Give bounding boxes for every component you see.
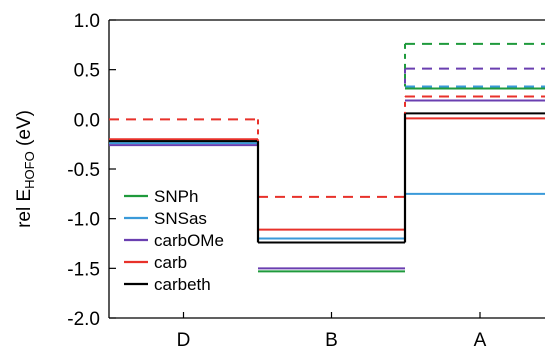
- y-ticks: 1.0 0.5 0.0 -0.5 -1.0 -1.5 -2.0: [67, 11, 116, 330]
- y-tick-label: -1.0: [67, 210, 100, 231]
- energy-levels: [109, 42, 545, 273]
- y-tick-label: 1.0: [74, 11, 100, 32]
- x-tick-label: A: [474, 330, 487, 351]
- y-tick-label: 0.0: [74, 110, 100, 131]
- legend-label-SNPh: SNPh: [154, 187, 198, 206]
- legend-label-SNSas: SNSas: [154, 209, 207, 228]
- x-tick-label: B: [325, 330, 338, 351]
- connector-lines: [256, 43, 407, 243]
- plot-frame: [108, 19, 545, 319]
- y-tick-label: -0.5: [67, 160, 100, 181]
- y-tick-label: -2.0: [67, 309, 100, 330]
- legend: SNPh SNSas carbOMe carb carbeth: [124, 187, 224, 294]
- x-tick-label: D: [177, 330, 191, 351]
- legend-label-carb: carb: [154, 253, 187, 272]
- y-axis-label: rel EHOFO (eV): [14, 110, 37, 228]
- y-tick-label: -1.5: [67, 259, 100, 280]
- legend-label-carbOMe: carbOMe: [154, 231, 224, 250]
- y-tick-label: 0.5: [74, 61, 100, 82]
- legend-label-carbeth: carbeth: [154, 275, 211, 294]
